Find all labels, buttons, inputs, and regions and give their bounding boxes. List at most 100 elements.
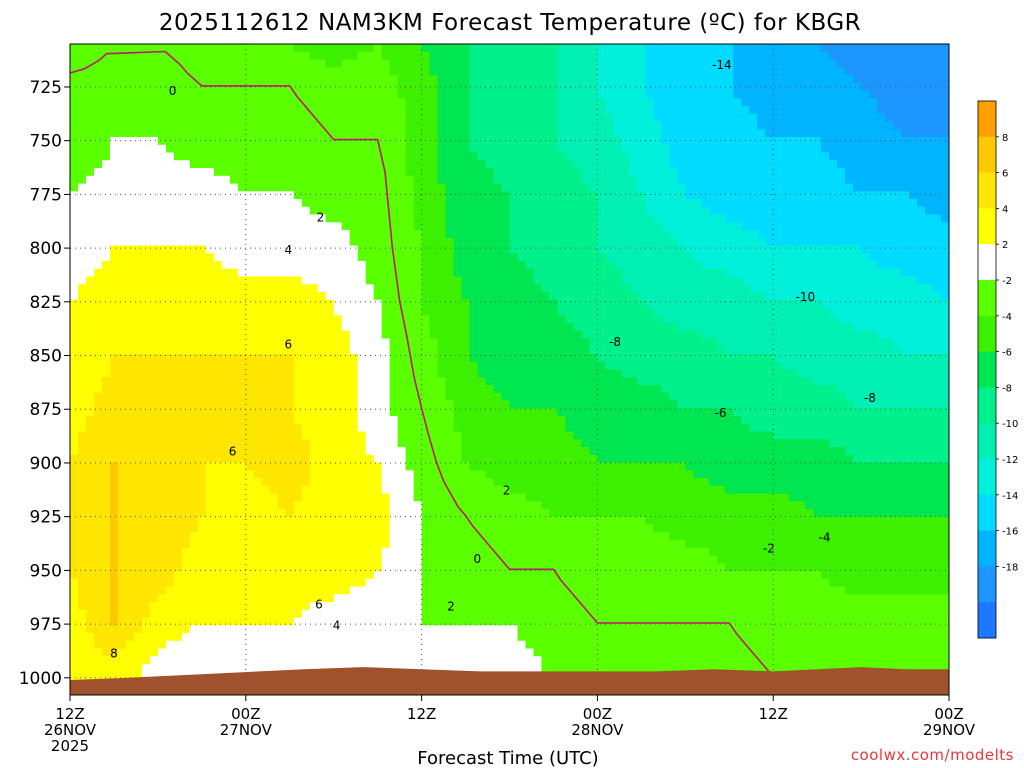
heatmap-cell xyxy=(269,346,279,355)
heatmap-cell xyxy=(261,82,271,92)
heatmap-cell xyxy=(453,664,463,673)
heatmap-cell xyxy=(213,555,223,564)
heatmap-cell xyxy=(317,532,327,541)
heatmap-cell xyxy=(477,516,487,526)
heatmap-cell xyxy=(509,462,519,471)
heatmap-cell xyxy=(477,75,487,84)
heatmap-cell xyxy=(197,106,207,115)
heatmap-cell xyxy=(205,439,215,448)
heatmap-cell xyxy=(365,416,375,425)
heatmap-cell xyxy=(269,361,279,371)
heatmap-cell xyxy=(70,509,79,518)
heatmap-cell xyxy=(165,439,175,448)
heatmap-cell xyxy=(149,261,159,270)
heatmap-cell xyxy=(437,633,447,642)
heatmap-cell xyxy=(117,44,127,53)
heatmap-cell xyxy=(437,183,447,192)
heatmap-cell xyxy=(109,571,119,580)
heatmap-cell xyxy=(525,214,535,223)
heatmap-cell xyxy=(485,578,495,588)
heatmap-cell xyxy=(325,563,335,572)
heatmap-cell xyxy=(389,354,399,363)
heatmap-cell xyxy=(429,439,439,448)
heatmap-cell xyxy=(269,121,279,130)
heatmap-cell xyxy=(285,656,295,665)
heatmap-cell xyxy=(493,152,503,161)
heatmap-cell xyxy=(261,183,271,192)
heatmap-cell xyxy=(501,292,511,301)
heatmap-cell xyxy=(533,377,543,386)
heatmap-cell xyxy=(525,191,535,200)
heatmap-cell xyxy=(309,44,319,53)
heatmap-cell xyxy=(469,392,479,402)
heatmap-cell xyxy=(197,578,207,588)
heatmap-cell xyxy=(493,191,503,200)
heatmap-cell xyxy=(509,602,519,611)
heatmap-cell xyxy=(349,191,359,200)
heatmap-cell xyxy=(229,617,239,626)
heatmap-cell xyxy=(261,113,271,123)
heatmap-cell xyxy=(517,416,527,425)
heatmap-cell xyxy=(245,578,255,588)
heatmap-cell xyxy=(501,230,511,239)
heatmap-cell xyxy=(485,75,495,84)
heatmap-cell xyxy=(173,648,183,657)
heatmap-cell xyxy=(349,416,359,425)
heatmap-cell xyxy=(525,485,535,495)
heatmap-cell xyxy=(285,369,295,378)
heatmap-cell xyxy=(461,160,471,169)
heatmap-cell xyxy=(173,454,183,464)
heatmap-cell xyxy=(141,82,151,92)
heatmap-cell xyxy=(117,447,127,456)
heatmap-cell xyxy=(469,199,479,208)
heatmap-cell xyxy=(93,501,103,510)
heatmap-cell xyxy=(309,485,319,495)
heatmap-cell xyxy=(325,478,335,487)
heatmap-cell xyxy=(253,516,263,526)
heatmap-cell xyxy=(485,656,495,665)
heatmap-cell xyxy=(429,168,439,177)
heatmap-cell xyxy=(173,664,183,673)
heatmap-cell xyxy=(429,199,439,208)
heatmap-cell xyxy=(109,385,119,394)
heatmap-cell xyxy=(333,268,343,278)
heatmap-cell xyxy=(261,470,271,479)
heatmap-cell xyxy=(541,129,551,138)
heatmap-cell xyxy=(93,578,103,588)
heatmap-cell xyxy=(269,664,279,673)
heatmap-cell xyxy=(437,392,447,402)
heatmap-cell xyxy=(85,175,95,185)
heatmap-cell xyxy=(445,664,455,673)
heatmap-cell xyxy=(525,423,535,433)
heatmap-cell xyxy=(157,555,167,564)
heatmap-cell xyxy=(149,509,159,518)
heatmap-cell xyxy=(421,315,431,324)
heatmap-cell xyxy=(261,121,271,130)
heatmap-cell xyxy=(389,594,399,603)
heatmap-cell xyxy=(413,230,423,239)
heatmap-cell xyxy=(261,323,271,332)
heatmap-cell xyxy=(277,183,287,192)
heatmap-cell xyxy=(349,423,359,433)
heatmap-cell xyxy=(405,168,415,177)
heatmap-cell xyxy=(429,82,439,92)
heatmap-cell xyxy=(261,307,271,316)
heatmap-cell xyxy=(101,307,111,316)
heatmap-cell xyxy=(309,602,319,611)
heatmap-cell xyxy=(405,82,415,92)
heatmap-cell xyxy=(133,524,143,533)
heatmap-cell xyxy=(85,191,95,200)
heatmap-cell xyxy=(341,563,351,572)
heatmap-cell xyxy=(101,199,111,208)
heatmap-cell xyxy=(517,586,527,595)
heatmap-cell xyxy=(245,144,255,154)
heatmap-cell xyxy=(165,400,175,409)
heatmap-cell xyxy=(117,59,127,68)
heatmap-cell xyxy=(525,392,535,402)
heatmap-cell xyxy=(309,307,319,316)
heatmap-cell xyxy=(469,555,479,564)
heatmap-cell xyxy=(149,578,159,588)
heatmap-cell xyxy=(189,540,199,549)
heatmap-cell xyxy=(269,51,279,61)
heatmap-cell xyxy=(445,563,455,572)
